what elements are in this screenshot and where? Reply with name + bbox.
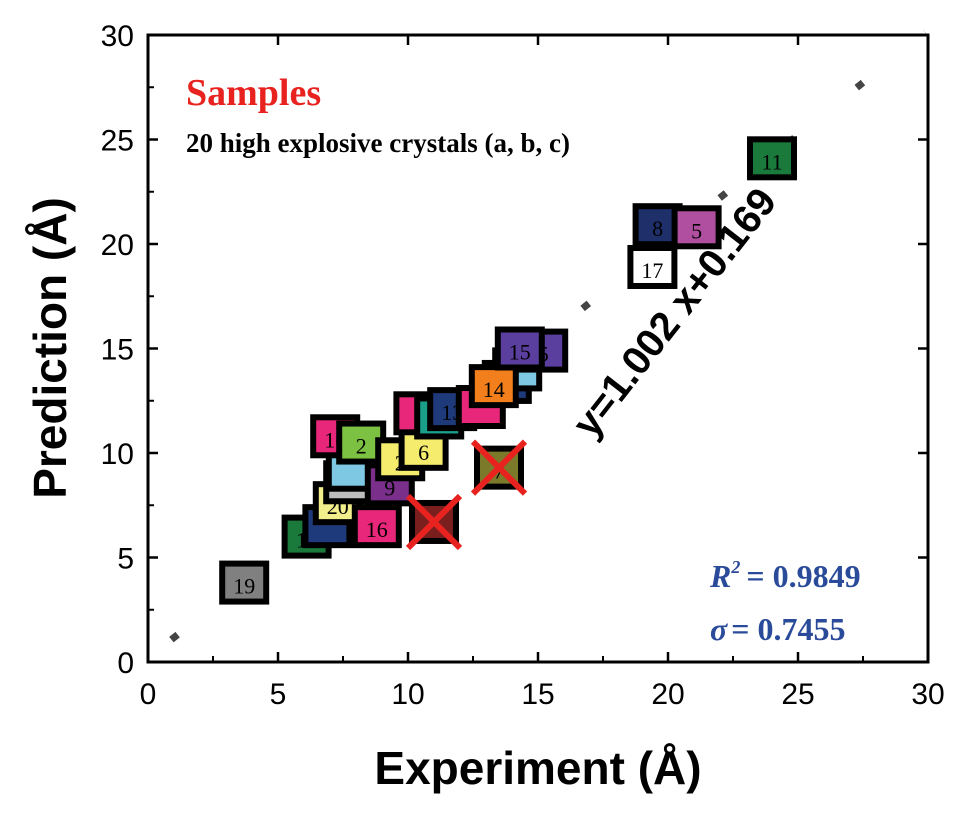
point-label: 19 (233, 574, 255, 599)
chart-title: Samples (186, 72, 321, 114)
sigma-stat: σ = 0.7455 (710, 611, 845, 647)
y-axis-title: Prediction (Å) (24, 197, 76, 499)
x-tick-label: 10 (391, 678, 424, 711)
point-label: 2 (356, 434, 367, 459)
point-marker (468, 364, 519, 409)
point-marker (494, 326, 545, 371)
point-marker (351, 504, 402, 549)
y-tick-label: 20 (101, 229, 134, 262)
y-tick-label: 5 (117, 543, 134, 576)
point-label: 8 (652, 216, 663, 241)
sigma-value: = 0.7455 (731, 611, 845, 647)
x-tick-label: 20 (651, 678, 684, 711)
y-tick-label: 25 (101, 125, 134, 158)
point-label: 16 (366, 517, 388, 542)
y-tick-label: 15 (101, 334, 134, 367)
data-point: 16 (351, 504, 402, 549)
excluded-cross (405, 493, 463, 551)
r-squared-stat: R2 = 0.9849 (709, 557, 861, 594)
point-label: 9 (384, 475, 395, 500)
x-tick-label: 25 (781, 678, 814, 711)
point-marker (219, 560, 270, 605)
x-axis-title: Experiment (Å) (374, 742, 701, 794)
y-tick-label: 0 (117, 647, 134, 680)
data-point: 14 (468, 364, 519, 409)
y-tick-label: 30 (101, 20, 134, 53)
point-label: 6 (418, 440, 429, 465)
data-point: 19 (219, 560, 270, 605)
point-label: 17 (641, 258, 663, 283)
point-label: 15 (509, 340, 531, 365)
point-label: 5 (691, 218, 702, 243)
point-label: 14 (483, 377, 505, 402)
point-marker (627, 244, 678, 289)
r-squared-value: = 0.9849 (746, 558, 860, 594)
data-point: 5 (671, 205, 722, 250)
point-marker (671, 205, 722, 250)
point-marker (747, 136, 797, 181)
excluded-cross (470, 439, 528, 496)
data-points: 1911201691622613145157178511 (219, 136, 797, 605)
cross-stroke (405, 493, 463, 551)
y-tick-label: 10 (101, 438, 134, 471)
x-tick-label: 5 (270, 678, 287, 711)
x-tick-label: 15 (521, 678, 554, 711)
data-point: 15 (494, 326, 545, 371)
r-superscript: 2 (730, 557, 740, 577)
cross-stroke (470, 439, 528, 496)
sigma-symbol: σ (710, 611, 728, 647)
chart-subtitle: 20 high explosive crystals (a, b, c) (186, 128, 570, 158)
x-tick-label: 30 (911, 678, 944, 711)
r-symbol: R (709, 558, 731, 594)
data-point: 17 (627, 244, 678, 289)
data-point: 11 (747, 136, 797, 181)
point-label: 11 (761, 149, 782, 174)
x-tick-label: 0 (140, 678, 157, 711)
excluded-markers (405, 439, 528, 551)
